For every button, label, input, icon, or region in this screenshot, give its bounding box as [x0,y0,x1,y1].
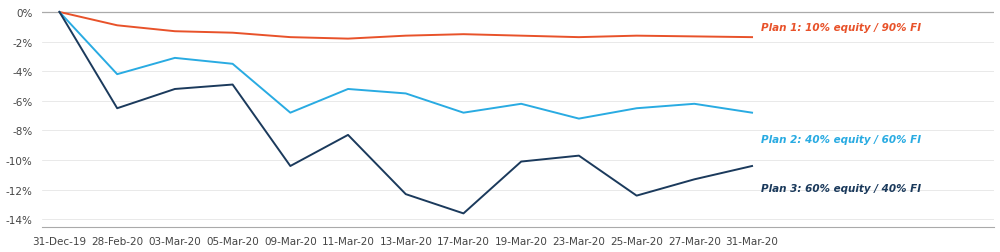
Text: Plan 2: 40% equity / 60% FI: Plan 2: 40% equity / 60% FI [761,135,921,145]
Text: Plan 1: 10% equity / 90% FI: Plan 1: 10% equity / 90% FI [761,23,921,33]
Text: Plan 3: 60% equity / 40% FI: Plan 3: 60% equity / 40% FI [761,183,921,194]
